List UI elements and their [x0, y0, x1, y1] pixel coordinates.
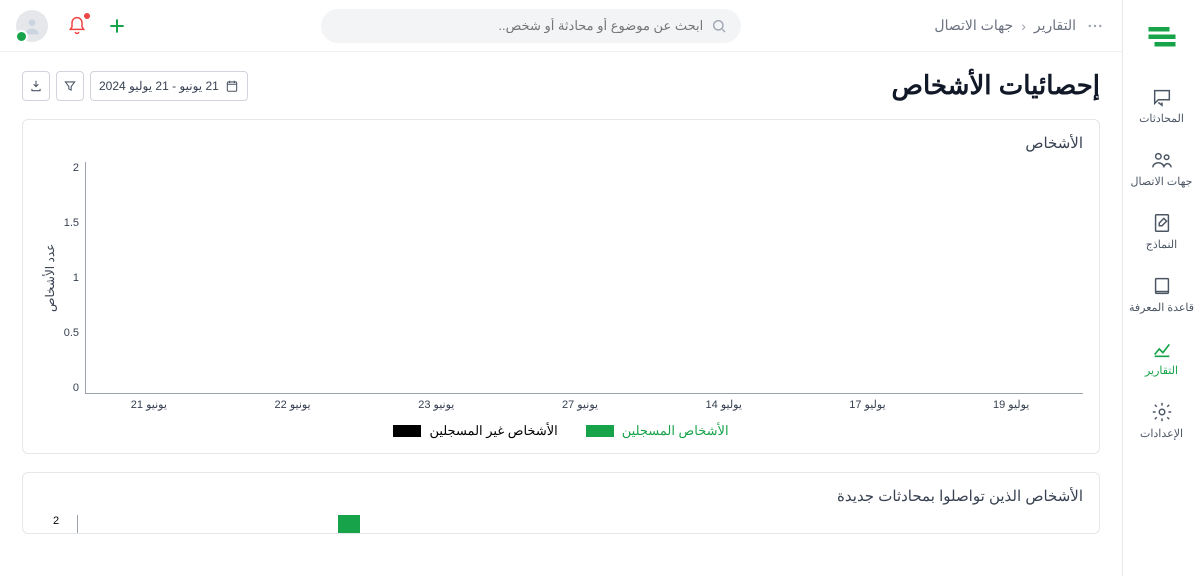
page-title: إحصائيات الأشخاص — [892, 70, 1100, 101]
user-icon — [22, 16, 42, 36]
sidebar-item-label: التقارير — [1145, 364, 1178, 377]
sidebar-item-reports[interactable]: التقارير — [1123, 328, 1200, 387]
card-title: الأشخاص — [39, 134, 1083, 152]
legend-item: الأشخاص المسجلين — [586, 423, 729, 439]
y-tick: 2 — [61, 162, 79, 174]
forms-icon — [1151, 212, 1173, 234]
notification-dot-icon — [84, 13, 90, 19]
y-tick: 1 — [61, 272, 79, 284]
x-label: 14 يوليو — [652, 394, 796, 411]
filter-icon — [63, 79, 77, 93]
chart-legend: الأشخاص غير المسجلين الأشخاص المسجلين — [39, 411, 1083, 443]
brand-logo — [1144, 18, 1180, 54]
sidebar-item-label: المحادثات — [1139, 112, 1184, 125]
book-icon — [1151, 275, 1173, 297]
sidebar-item-label: قاعدة المعرفة — [1129, 301, 1194, 314]
legend-label: الأشخاص غير المسجلين — [429, 423, 557, 439]
y-axis-label: عدد الأشخاص — [39, 162, 61, 394]
legend-swatch-icon — [393, 425, 421, 437]
sidebar-item-knowledge[interactable]: قاعدة المعرفة — [1123, 265, 1200, 324]
breadcrumb-item[interactable]: التقارير — [1034, 17, 1076, 34]
x-label: 23 يونيو — [364, 394, 508, 411]
card-title: الأشخاص الذين تواصلوا بمحادثات جديدة — [39, 487, 1083, 505]
more-icon[interactable] — [1084, 15, 1106, 37]
sidebar-item-settings[interactable]: الإعدادات — [1123, 391, 1200, 450]
topbar: التقارير ‹ جهات الاتصال — [0, 0, 1122, 52]
toolbox: 21 يونيو - 21 يوليو 2024 — [22, 71, 248, 101]
filter-button[interactable] — [56, 71, 84, 101]
add-button[interactable] — [106, 15, 128, 37]
x-label: 17 يوليو — [796, 394, 940, 411]
export-button[interactable] — [22, 71, 50, 101]
sidebar-item-forms[interactable]: النماذج — [1123, 202, 1200, 261]
x-label: 27 يونيو — [508, 394, 652, 411]
legend-item: الأشخاص غير المسجلين — [393, 423, 557, 439]
notifications-button[interactable] — [66, 15, 88, 37]
chart-bar — [338, 515, 360, 533]
search-input[interactable] — [335, 18, 703, 33]
sidebar-item-label: النماذج — [1146, 238, 1177, 251]
chat-icon — [1151, 86, 1173, 108]
search-box[interactable] — [321, 9, 741, 43]
search-icon — [711, 18, 727, 34]
legend-label: الأشخاص المسجلين — [622, 423, 729, 439]
sidebar-item-conversations[interactable]: المحادثات — [1123, 76, 1200, 135]
chart2-plot — [77, 515, 1083, 533]
x-label: 22 يونيو — [221, 394, 365, 411]
settings-icon — [1151, 401, 1173, 423]
sidebar: المحادثات جهات الاتصال النماذج قاعدة الم… — [1122, 0, 1200, 576]
sidebar-item-label: جهات الاتصال — [1131, 175, 1193, 188]
y-tick: 1.5 — [61, 217, 79, 229]
y-ticks: 2 1.5 1 0.5 0 — [61, 162, 85, 394]
y-tick: 2 — [53, 515, 77, 533]
contacts-icon — [1151, 149, 1173, 171]
new-conversations-card: الأشخاص الذين تواصلوا بمحادثات جديدة 2 — [22, 472, 1100, 534]
date-range-label: 21 يونيو - 21 يوليو 2024 — [99, 79, 219, 93]
y-tick: 0.5 — [61, 327, 79, 339]
breadcrumb: التقارير ‹ جهات الاتصال — [934, 15, 1106, 37]
calendar-icon — [225, 79, 239, 93]
reports-icon — [1151, 338, 1173, 360]
chevron-left-icon: ‹ — [1021, 18, 1026, 34]
y-tick: 0 — [61, 382, 79, 394]
avatar[interactable] — [16, 10, 48, 42]
legend-swatch-icon — [586, 425, 614, 437]
breadcrumb-item[interactable]: جهات الاتصال — [934, 17, 1013, 34]
x-label: 21 يونيو — [77, 394, 221, 411]
sidebar-item-contacts[interactable]: جهات الاتصال — [1123, 139, 1200, 198]
persons-chart-card: الأشخاص عدد الأشخاص 2 1.5 1 0.5 0 21 يونيو22… — [22, 119, 1100, 454]
date-range-picker[interactable]: 21 يونيو - 21 يوليو 2024 — [90, 71, 248, 101]
chart-plot — [85, 162, 1083, 394]
persons-chart: عدد الأشخاص 2 1.5 1 0.5 0 21 يونيو22 يونيو23… — [39, 162, 1083, 443]
sidebar-item-label: الإعدادات — [1140, 427, 1183, 440]
export-icon — [29, 79, 43, 93]
x-label: 19 يوليو — [939, 394, 1083, 411]
